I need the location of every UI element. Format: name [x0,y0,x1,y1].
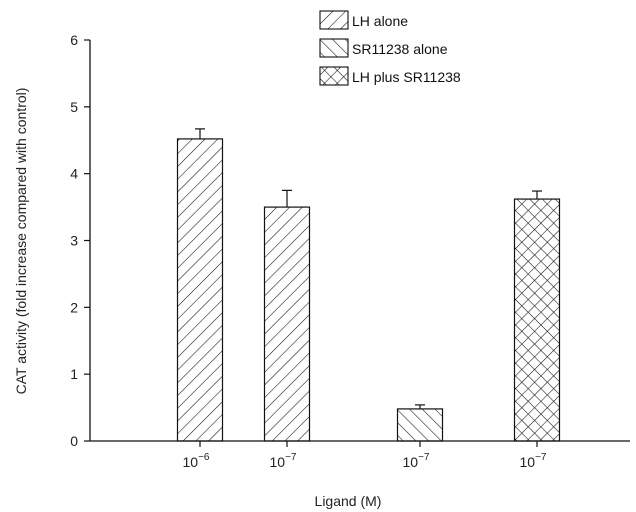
legend-swatch [319,38,349,58]
y-tick-label: 4 [70,166,78,182]
legend-item: LH alone [319,10,408,30]
legend-swatch [319,10,349,30]
legend-label: LH plus SR11238 [352,69,461,85]
y-tick-label: 6 [70,32,78,48]
y-tick-label: 1 [70,366,78,382]
legend: LH alone SR11238 alone LH plus SR11238 [319,10,461,86]
bars [176,128,561,442]
x-tick-label: 10−6 [183,452,210,470]
x-axis-title: Ligand (M) [315,493,382,509]
x-tick-label: 10−7 [270,452,297,470]
y-tick-label: 3 [70,233,78,249]
bar [263,206,311,442]
legend-label: LH alone [352,13,408,29]
bar [513,198,561,442]
y-tick-label: 5 [70,99,78,115]
bar-group [396,404,444,442]
y-tick-label: 0 [70,433,78,449]
bar-group [176,128,224,442]
y-tick-label: 2 [70,299,78,315]
bar-group [263,189,311,442]
x-tick-label: 10−7 [520,452,547,470]
bar [396,408,444,442]
x-tick-label: 10−7 [403,452,430,470]
bar [176,138,224,442]
legend-item: LH plus SR11238 [319,66,461,86]
legend-label: SR11238 alone [352,41,448,57]
legend-item: SR11238 alone [319,38,448,58]
x-ticks: 10−6 10−7 10−7 10−7 [183,441,547,470]
y-axis-title: CAT activity (fold increase compared wit… [13,88,29,395]
bar-group [513,190,561,442]
y-ticks: 0 1 2 3 4 5 6 [70,32,90,449]
legend-swatch [319,66,349,86]
